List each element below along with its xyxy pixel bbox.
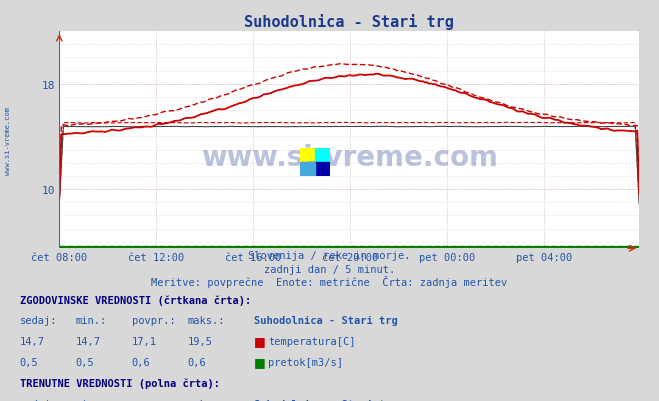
Text: sedaj:: sedaj:	[20, 399, 57, 401]
Text: min.:: min.:	[76, 399, 107, 401]
Text: maks.:: maks.:	[188, 316, 225, 326]
Text: 19,5: 19,5	[188, 336, 213, 346]
Bar	[315, 148, 330, 162]
Text: 17,1: 17,1	[132, 336, 157, 346]
Text: 14,7: 14,7	[20, 336, 45, 346]
Text: www.si-vreme.com: www.si-vreme.com	[5, 106, 11, 174]
Text: ■: ■	[254, 355, 266, 368]
Text: sedaj:: sedaj:	[20, 316, 57, 326]
Text: maks.:: maks.:	[188, 399, 225, 401]
Text: min.:: min.:	[76, 316, 107, 326]
Text: www.si-vreme.com: www.si-vreme.com	[201, 144, 498, 172]
Text: 0,5: 0,5	[20, 357, 38, 367]
Text: 0,5: 0,5	[76, 357, 94, 367]
Text: 0,6: 0,6	[132, 357, 150, 367]
Text: ZGODOVINSKE VREDNOSTI (črtkana črta):: ZGODOVINSKE VREDNOSTI (črtkana črta):	[20, 294, 251, 305]
Text: TRENUTNE VREDNOSTI (polna črta):: TRENUTNE VREDNOSTI (polna črta):	[20, 378, 219, 388]
Text: povpr.:: povpr.:	[132, 399, 175, 401]
Bar	[307, 162, 330, 176]
Text: Meritve: povprečne  Enote: metrične  Črta: zadnja meritev: Meritve: povprečne Enote: metrične Črta:…	[152, 275, 507, 287]
Text: pretok[m3/s]: pretok[m3/s]	[268, 357, 343, 367]
Text: Suhodolnica - Stari trg: Suhodolnica - Stari trg	[254, 399, 397, 401]
Text: Suhodolnica - Stari trg: Suhodolnica - Stari trg	[254, 316, 397, 326]
Title: Suhodolnica - Stari trg: Suhodolnica - Stari trg	[244, 14, 454, 30]
Text: temperatura[C]: temperatura[C]	[268, 336, 356, 346]
Bar	[300, 148, 315, 162]
Text: povpr.:: povpr.:	[132, 316, 175, 326]
Text: Slovenija / reke in morje.: Slovenija / reke in morje.	[248, 251, 411, 261]
Bar	[300, 162, 315, 176]
Text: 14,7: 14,7	[76, 336, 101, 346]
Text: ■: ■	[254, 334, 266, 347]
Text: zadnji dan / 5 minut.: zadnji dan / 5 minut.	[264, 264, 395, 274]
Text: 0,6: 0,6	[188, 357, 206, 367]
